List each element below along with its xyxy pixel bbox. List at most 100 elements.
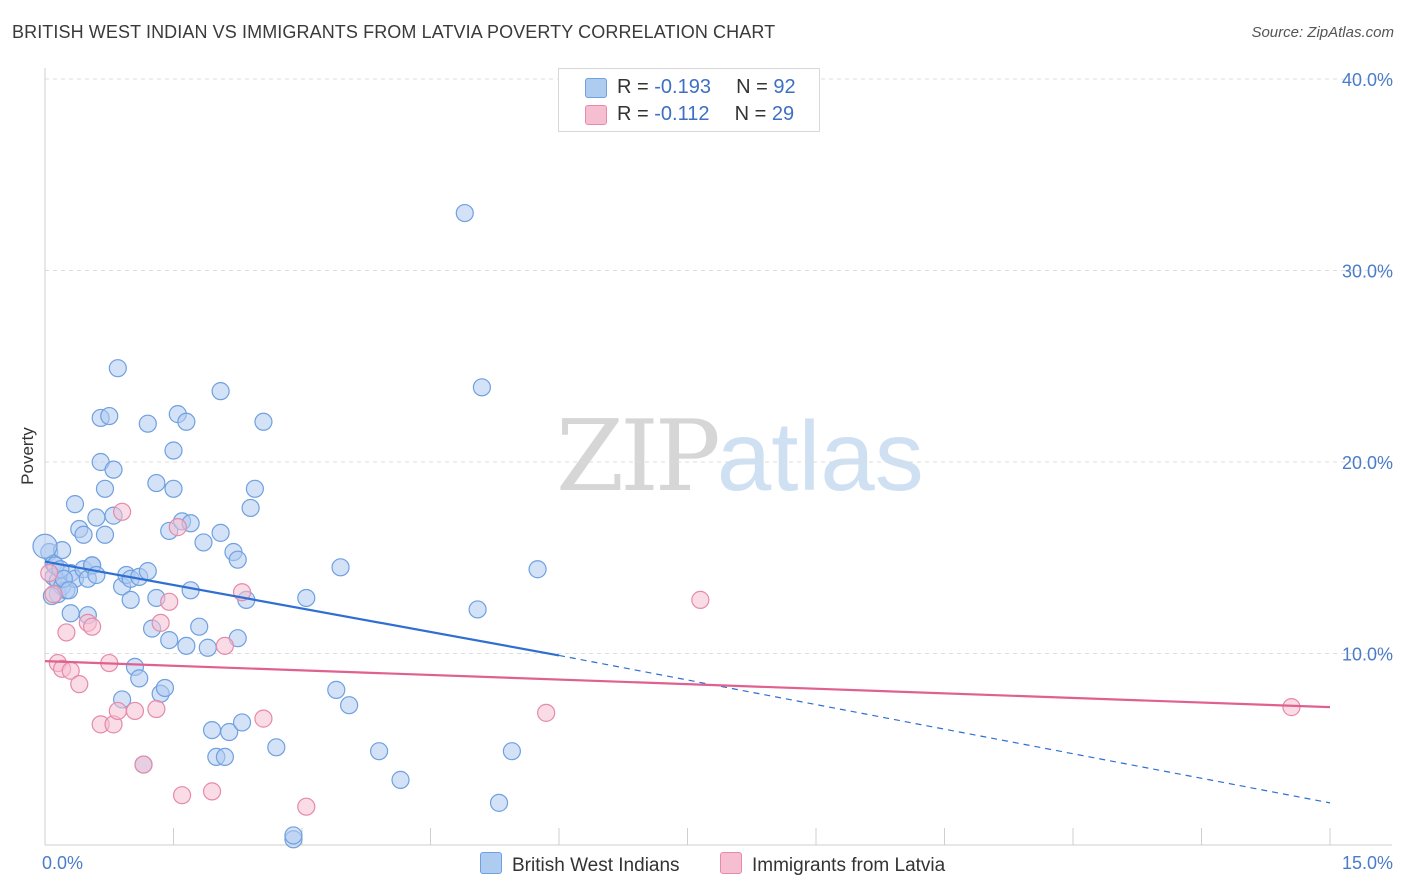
data-point-immigrants-latvia (57, 623, 76, 642)
data-point-british-west-indians (32, 533, 58, 559)
data-point-british-west-indians (215, 747, 234, 767)
data-point-british-west-indians (100, 406, 119, 426)
y-tick-label: 20.0% (1342, 453, 1393, 473)
legend-r-label: R = (617, 103, 655, 125)
data-point-british-west-indians (147, 473, 166, 493)
data-point-immigrants-latvia (83, 617, 102, 636)
data-point-british-west-indians (455, 203, 474, 223)
series-swatch-pink (720, 852, 742, 874)
data-point-immigrants-latvia (147, 699, 166, 719)
legend-row-pink: R = -0.112 N = 29 (617, 103, 794, 126)
chart-title: BRITISH WEST INDIAN VS IMMIGRANTS FROM L… (12, 22, 776, 42)
data-point-british-west-indians (468, 600, 487, 619)
legend-n-label: N = (736, 76, 774, 98)
legend-r-value: -0.112 (654, 103, 710, 125)
data-point-british-west-indians (245, 479, 264, 498)
data-point-british-west-indians (95, 525, 115, 544)
data-point-british-west-indians (108, 359, 127, 378)
correlation-legend: R = -0.193 N = 92 R = -0.112 N = 29 (558, 68, 820, 132)
data-point-british-west-indians (254, 412, 273, 431)
data-point-immigrants-latvia (160, 592, 179, 611)
trendline-extension-british-west-indians (558, 654, 1331, 804)
data-point-british-west-indians (340, 696, 359, 715)
data-point-british-west-indians (331, 558, 350, 577)
series-legend-item-pink: Immigrants from Latvia (720, 852, 945, 877)
data-point-british-west-indians (370, 742, 389, 761)
legend-n-value: 29 (771, 103, 795, 125)
data-point-british-west-indians (155, 678, 175, 698)
data-point-british-west-indians (190, 617, 209, 636)
legend-swatch-pink (585, 105, 607, 125)
watermark: ZIPatlas (556, 400, 924, 514)
data-point-british-west-indians (211, 382, 230, 401)
data-point-immigrants-latvia (215, 636, 234, 655)
legend-n-value: 92 (773, 76, 796, 98)
data-point-british-west-indians (211, 523, 230, 542)
legend-r-value: -0.193 (654, 76, 711, 98)
data-point-british-west-indians (220, 722, 239, 742)
data-point-british-west-indians (59, 581, 79, 600)
data-point-british-west-indians (74, 525, 93, 544)
data-point-british-west-indians (232, 713, 252, 732)
legend-r-label: R = (617, 76, 655, 98)
data-point-immigrants-latvia (537, 703, 556, 722)
data-point-british-west-indians (489, 793, 509, 812)
data-point-british-west-indians (160, 630, 179, 650)
series-legend-item-blue: British West Indians (480, 852, 680, 877)
data-point-british-west-indians (164, 479, 183, 498)
data-point-british-west-indians (121, 590, 140, 609)
data-point-british-west-indians (164, 441, 183, 460)
data-point-british-west-indians (284, 826, 303, 845)
data-point-british-west-indians (528, 560, 547, 579)
watermark-atlas: atlas (716, 401, 924, 511)
y-tick-label: 40.0% (1342, 70, 1393, 90)
data-point-british-west-indians (327, 680, 346, 699)
data-point-immigrants-latvia (40, 563, 59, 583)
data-point-immigrants-latvia (112, 502, 132, 521)
data-point-british-west-indians (297, 588, 316, 608)
y-tick-label: 10.0% (1342, 645, 1393, 665)
data-point-british-west-indians (65, 495, 85, 514)
data-point-immigrants-latvia (202, 782, 222, 801)
data-point-immigrants-latvia (297, 797, 316, 816)
data-point-british-west-indians (391, 770, 410, 789)
data-point-immigrants-latvia (172, 786, 192, 805)
data-point-british-west-indians (138, 562, 157, 581)
data-point-immigrants-latvia (254, 709, 273, 728)
source-label: Source: ZipAtlas.com (1251, 24, 1394, 41)
data-point-british-west-indians (241, 498, 260, 518)
data-point-british-west-indians (202, 720, 222, 740)
series-swatch-blue (480, 852, 502, 874)
data-point-immigrants-latvia (125, 701, 145, 721)
x-tick-label: 15.0% (1342, 853, 1393, 873)
x-tick-label: 0.0% (42, 853, 83, 873)
data-point-british-west-indians (87, 508, 106, 527)
data-point-british-west-indians (502, 742, 521, 761)
trendline-immigrants-latvia (44, 660, 1331, 709)
watermark-zip: ZIP (556, 400, 721, 514)
data-point-british-west-indians (130, 669, 149, 688)
data-point-british-west-indians (61, 604, 80, 623)
data-point-british-west-indians (95, 479, 115, 498)
data-point-british-west-indians (198, 638, 217, 657)
data-point-british-west-indians (194, 533, 213, 552)
series-label-blue: British West Indians (512, 855, 680, 876)
data-point-immigrants-latvia (70, 675, 89, 694)
data-point-immigrants-latvia (1282, 698, 1301, 717)
data-point-british-west-indians (267, 738, 286, 757)
data-point-british-west-indians (228, 550, 247, 569)
data-point-immigrants-latvia (691, 590, 710, 609)
y-axis-title: Poverty (18, 427, 37, 485)
data-point-immigrants-latvia (134, 755, 153, 774)
trendline-british-west-indians (44, 560, 560, 657)
y-tick-label: 30.0% (1342, 262, 1393, 282)
data-point-british-west-indians (177, 412, 196, 431)
data-point-immigrants-latvia (108, 701, 127, 721)
legend-row-blue: R = -0.193 N = 92 (617, 76, 796, 99)
legend-swatch-blue (585, 78, 607, 98)
series-label-pink: Immigrants from Latvia (752, 855, 946, 876)
data-point-immigrants-latvia (44, 585, 63, 604)
data-point-british-west-indians (177, 636, 196, 655)
data-point-british-west-indians (104, 460, 123, 479)
